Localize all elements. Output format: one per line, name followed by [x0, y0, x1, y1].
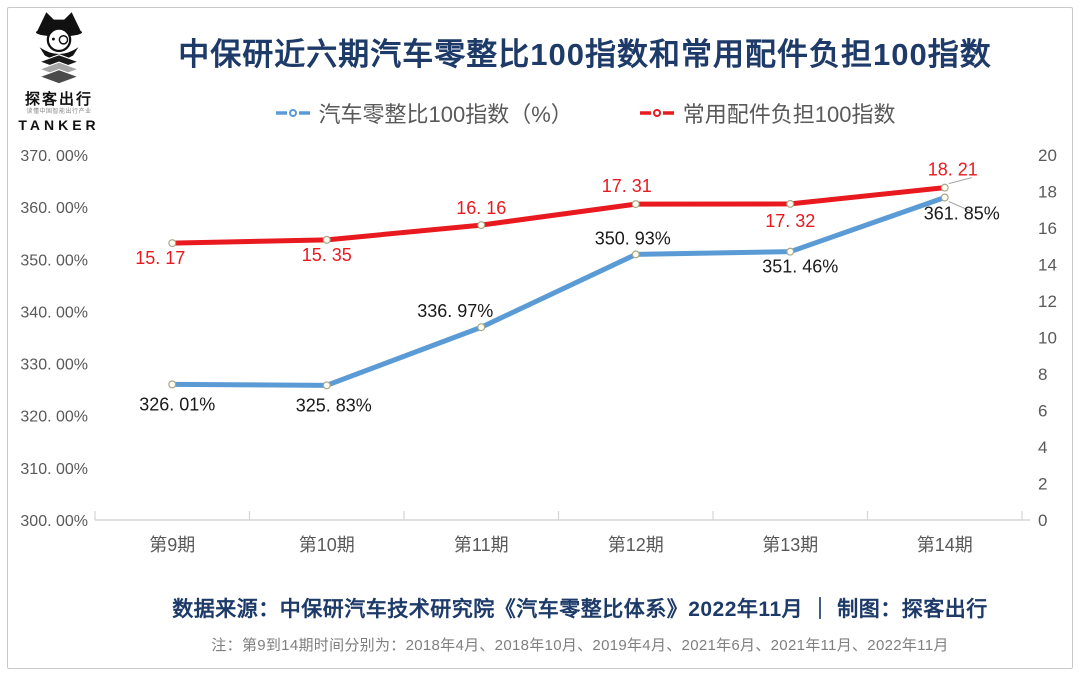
data-point-marker [168, 380, 177, 389]
data-point-marker [940, 193, 949, 202]
right-axis-tick-label: 4 [1038, 438, 1047, 457]
x-axis-category-label: 第9期 [149, 535, 195, 555]
brand-latin-name: TANKER [18, 117, 100, 133]
right-axis-tick-label: 10 [1038, 329, 1057, 348]
data-point-label: 17. 32 [765, 211, 815, 231]
tanker-detective-cat-icon [35, 12, 83, 85]
right-axis-tick-label: 18 [1038, 183, 1057, 202]
data-point-marker [786, 199, 795, 208]
footer-note-line: 注：第9到14期时间分别为：2018年4月、2018年10月、2019年4月、2… [211, 637, 949, 654]
data-point-marker [477, 221, 486, 230]
data-point-marker [631, 250, 640, 259]
right-axis-tick-label: 6 [1038, 402, 1047, 421]
left-axis-tick-label: 320. 00% [20, 409, 88, 426]
right-axis-tick-label: 0 [1038, 511, 1047, 530]
legend-item-burden-index: 常用配件负担100指数 [639, 97, 896, 129]
data-point-label: 17. 31 [602, 176, 652, 196]
left-axis-tick-label: 330. 00% [20, 357, 88, 374]
footer-source-line: 数据来源：中保研汽车技术研究院《汽车零整比体系》2022年11月 ｜ 制图：探客… [172, 598, 988, 621]
label-leader-line [948, 177, 972, 185]
data-point-marker [940, 183, 949, 192]
left-axis-tick-label: 370. 00% [20, 148, 88, 165]
left-axis-tick-label: 310. 00% [20, 461, 88, 478]
data-point-label: 326. 01% [139, 394, 215, 414]
left-axis-tick-label: 300. 00% [20, 513, 88, 530]
brand-name: 探客出行 [24, 91, 93, 108]
data-point-label: 15. 35 [302, 245, 352, 265]
left-axis-tick-label: 360. 00% [20, 200, 88, 217]
series-line-0 [169, 194, 948, 388]
data-point-label: 18. 21 [928, 160, 978, 180]
label-leader-line [948, 201, 972, 212]
right-axis-tick-label: 20 [1038, 146, 1057, 165]
right-axis-tick-label: 12 [1038, 292, 1057, 311]
legend-item-parts-index: 汽车零整比100指数（%） [275, 97, 573, 129]
series-line-1 [169, 185, 948, 246]
data-point-label: 351. 46% [762, 257, 838, 277]
data-point-label: 336. 97% [417, 301, 493, 321]
left-axis-tick-label: 340. 00% [20, 304, 88, 321]
left-axis-tick-label: 350. 00% [20, 252, 88, 269]
data-point-marker [322, 381, 331, 390]
chart-legend: 汽车零整比100指数（%） 常用配件负担100指数 [112, 97, 1058, 129]
x-axis-category-label: 第14期 [917, 535, 973, 555]
data-point-label: 16. 16 [456, 198, 506, 218]
data-point-marker [322, 235, 331, 244]
legend-label-parts-index: 汽车零整比100指数（%） [318, 102, 573, 127]
chart-title: 中保研近六期汽车零整比100指数和常用配件负担100指数 [178, 37, 992, 72]
right-axis-tick-label: 8 [1038, 365, 1047, 384]
data-point-label: 325. 83% [296, 395, 372, 415]
x-axis-category-label: 第11期 [454, 535, 509, 555]
right-axis-tick-label: 14 [1038, 256, 1057, 275]
right-axis-tick-label: 2 [1038, 475, 1047, 494]
brand-tagline: 读懂中国智能出行产业 [26, 109, 92, 115]
legend-marker-dash-dot-icon [639, 109, 674, 117]
data-point-label: 15. 17 [135, 248, 185, 268]
legend-marker-dash-dot-icon [275, 109, 310, 117]
legend-label-burden-index: 常用配件负担100指数 [682, 102, 896, 127]
data-point-marker [631, 200, 640, 209]
data-point-label: 350. 93% [595, 228, 671, 248]
data-point-marker [786, 247, 795, 256]
right-axis-tick-label: 16 [1038, 219, 1057, 238]
data-point-label: 361. 85% [924, 203, 1000, 223]
data-point-marker [477, 323, 486, 332]
x-axis-category-label: 第13期 [762, 535, 818, 555]
data-point-marker [168, 239, 177, 248]
x-axis-category-label: 第10期 [299, 535, 355, 555]
brand-logo: 探客出行 读懂中国智能出行产业 TANKER [14, 10, 104, 133]
x-axis-category-label: 第12期 [608, 535, 664, 555]
